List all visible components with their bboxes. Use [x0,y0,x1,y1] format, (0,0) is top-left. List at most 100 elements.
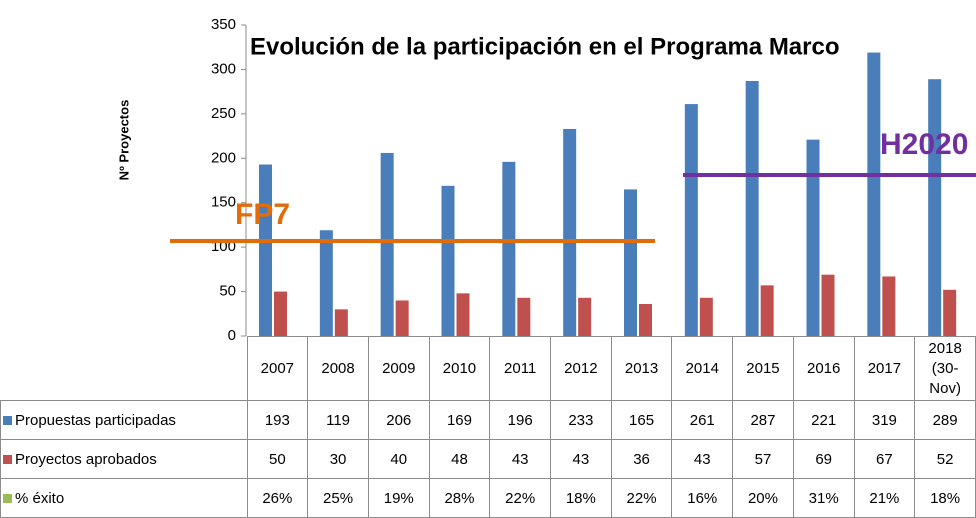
category-cell: 2011 [489,336,552,401]
value-cell: 25% [307,478,369,518]
series-row: % éxito 26% 25% 19% 28% 22% 18% 22% 16% 20% 31% 21%… [0,478,976,518]
value-cell: 169 [428,400,491,440]
value-cell: 22% [489,478,552,518]
bar [274,291,287,336]
series-row: Proyectos aprobados 50 30 40 48 43 43 36 43 57 69 6… [0,439,976,479]
h2020-label: H2020 [880,128,968,161]
category-label: 2018 (30-Nov) [928,339,962,397]
bar [684,104,698,336]
bar [639,304,652,336]
y-tick-label: 0 [228,327,236,344]
y-tick-label: 350 [211,16,236,33]
category-label: 2012 [564,359,598,377]
value-cell: 18% [914,478,976,518]
category-label: 2016 [806,359,841,377]
bar [502,161,516,336]
category-label: 2014 [685,359,719,377]
bar [563,128,577,336]
bar [928,79,942,337]
bar [882,276,896,336]
bar [334,309,348,336]
category-cell: 2014 [671,336,734,401]
header-row: 2007 2008 2009 2010 2011 2012 2013 2014 2015 2016… [1,336,976,401]
bar [806,139,820,336]
y-tick-label: 300 [211,60,236,77]
category-cell: 2016 [792,336,855,401]
bar [624,189,637,336]
category-label: 2008 [321,359,355,377]
bar [441,185,455,336]
bar [745,80,759,336]
legend-label: Propuestas participadas [15,411,176,429]
series-row: Propuestas participadas 193 119 206 169 196 23… [0,400,976,440]
value-cell: 206 [367,400,430,440]
y-axis-label: Nº Proyectos [116,100,131,181]
value-cell: 21% [853,478,916,518]
value-cell: 69 [792,439,855,479]
bar [319,230,333,336]
legend-cell: Proyectos aprobados [0,439,248,479]
category-label: 2007 [260,359,295,377]
category-label: 2015 [746,359,780,377]
bar [517,297,531,336]
y-tick-label: 150 [211,194,236,211]
legend-cell: Propuestas participadas [0,400,248,440]
fp7-label: FP7 [235,198,290,231]
bar [699,297,713,336]
bar [943,289,957,336]
value-cell: 26% [246,478,309,518]
value-cell: 67 [853,439,916,479]
value-cell: 36 [610,439,673,479]
bar [867,52,881,336]
value-cell: 289 [914,400,976,440]
category-cell: 2018 (30-Nov) [914,336,976,401]
blank-cell [1,337,248,401]
bar [380,152,394,336]
category-label: 2013 [624,359,659,377]
category-label: 2017 [867,359,902,377]
category-cell: 2012 [550,336,612,401]
value-cell: 31% [792,478,855,518]
legend-label: Proyectos aprobados [15,450,157,468]
value-cell: 18% [550,478,612,518]
bar [760,285,774,336]
category-cell: 2007 [246,336,309,401]
value-cell: 48 [428,439,491,479]
value-cell: 52 [914,439,976,479]
y-tick-label: 250 [211,105,236,122]
category-cell: 2013 [610,336,673,401]
value-cell: 40 [367,439,430,479]
bar [395,300,409,336]
value-cell: 193 [246,400,309,440]
category-cell: 2017 [853,336,916,401]
value-cell: 233 [550,400,612,440]
legend-label: % éxito [15,489,65,507]
bar [456,293,470,336]
value-cell: 319 [853,400,916,440]
legend-cell: % éxito [0,478,248,518]
value-cell: 287 [732,400,794,440]
category-cell: 2009 [367,336,430,401]
bar [259,164,272,336]
value-cell: 119 [307,400,369,440]
value-cell: 30 [307,439,369,479]
value-cell: 43 [671,439,734,479]
chart-title: Evolución de la participación en el Prog… [250,33,840,60]
value-cell: 19% [367,478,430,518]
bar [578,297,592,336]
data-table: 2007 2008 2009 2010 2011 2012 2013 2014 2015 2016… [0,336,976,518]
value-cell: 43 [489,439,552,479]
category-cell: 2010 [428,336,491,401]
value-cell: 28% [428,478,491,518]
value-cell: 43 [550,439,612,479]
y-tick-label: 50 [219,283,236,300]
legend-swatch [3,454,12,464]
value-cell: 261 [671,400,734,440]
value-cell: 20% [732,478,794,518]
value-cell: 22% [610,478,673,518]
value-cell: 16% [671,478,734,518]
value-cell: 57 [732,439,794,479]
legend-swatch [3,415,12,425]
category-cell: 2015 [732,336,794,401]
